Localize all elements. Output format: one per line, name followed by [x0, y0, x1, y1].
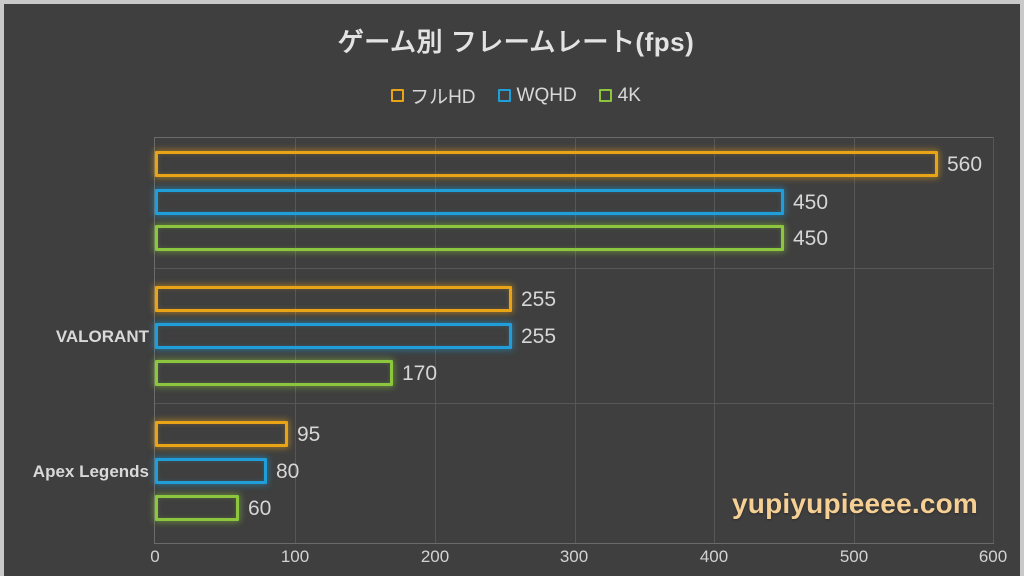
bar-row-mhwilds-wqhd[interactable]: 80 [155, 458, 299, 484]
bar-row-valorant-wqhd[interactable]: 450 [155, 189, 828, 215]
bar-value-apex-wqhd: 255 [521, 324, 557, 348]
plot-area: 560 450 450 255 255 170 [154, 137, 994, 544]
gridline-600 [993, 137, 994, 543]
bar-value-valorant-fullhd: 560 [947, 152, 983, 176]
xtick-600: 600 [978, 547, 1008, 566]
xtick-200: 200 [420, 547, 450, 566]
legend-swatch-4k [598, 89, 612, 102]
bar-row-valorant-4k[interactable]: 450 [155, 225, 828, 251]
site-watermark: yupiyupieeee.com [732, 488, 978, 519]
legend-item-wqhd[interactable]: WQHD [497, 84, 577, 107]
xtick-0: 0 [150, 547, 160, 566]
legend-swatch-wqhd [497, 89, 511, 102]
legend-item-fullhd[interactable]: フルHD [391, 82, 476, 109]
bar-value-mhwilds-wqhd: 80 [276, 459, 300, 483]
legend-label-4k: 4K [617, 84, 641, 106]
bar-apex-wqhd[interactable] [155, 323, 512, 349]
bar-value-mhwilds-fullhd: 95 [297, 422, 321, 446]
category-label-valorant: VALORANT [55, 327, 149, 346]
category-label-apex-legends: Apex Legends [32, 462, 149, 481]
legend-label-fullhd: フルHD [410, 87, 476, 108]
bar-value-valorant-wqhd: 450 [793, 190, 829, 214]
x-axis-tick-labels: 0 100 200 300 400 500 600 [4, 547, 1020, 576]
bar-apex-4k[interactable] [155, 360, 393, 386]
gridline-100 [294, 137, 296, 543]
bar-valorant-fullhd[interactable] [155, 151, 938, 177]
gridline-500 [854, 137, 856, 543]
bar-mhwilds-4k[interactable] [155, 495, 239, 521]
bar-valorant-4k[interactable] [155, 225, 784, 251]
group-separator-1 [155, 268, 994, 269]
legend-item-4k[interactable]: 4K [598, 84, 641, 107]
chart-title: ゲーム別 フレームレート(fps) [337, 27, 695, 57]
bar-mhwilds-wqhd[interactable] [155, 458, 267, 484]
gridline-400 [714, 137, 716, 543]
bar-row-apex-wqhd[interactable]: 255 [155, 323, 556, 349]
bar-value-valorant-4k: 450 [793, 226, 829, 250]
bar-value-apex-fullhd: 255 [521, 287, 557, 311]
gridline-300 [574, 137, 576, 543]
xtick-300: 300 [559, 547, 589, 566]
group-separator-2 [155, 403, 994, 404]
legend-label-wqhd: WQHD [516, 84, 577, 106]
bar-mhwilds-fullhd[interactable] [155, 421, 288, 447]
legend-swatch-fullhd [391, 89, 405, 102]
xtick-400: 400 [699, 547, 729, 566]
category-axis: VALORANT Apex Legends MHWilds [4, 137, 149, 543]
bar-row-valorant-fullhd[interactable]: 560 [155, 151, 982, 177]
y-axis-line [154, 137, 155, 543]
bar-valorant-wqhd[interactable] [155, 189, 784, 215]
chart-legend: フルHD WQHD 4K [4, 82, 1020, 109]
bar-apex-fullhd[interactable] [155, 286, 512, 312]
bar-row-mhwilds-fullhd[interactable]: 95 [155, 421, 320, 447]
bar-row-apex-fullhd[interactable]: 255 [155, 286, 556, 312]
bar-row-apex-4k[interactable]: 170 [155, 360, 437, 386]
bar-row-mhwilds-4k[interactable]: 60 [155, 495, 271, 521]
bar-value-apex-4k: 170 [402, 361, 438, 385]
gridline-200 [434, 137, 436, 543]
xtick-100: 100 [280, 547, 310, 566]
bar-value-mhwilds-4k: 60 [248, 496, 272, 520]
xtick-500: 500 [839, 547, 869, 566]
x-axis-line [154, 543, 994, 544]
